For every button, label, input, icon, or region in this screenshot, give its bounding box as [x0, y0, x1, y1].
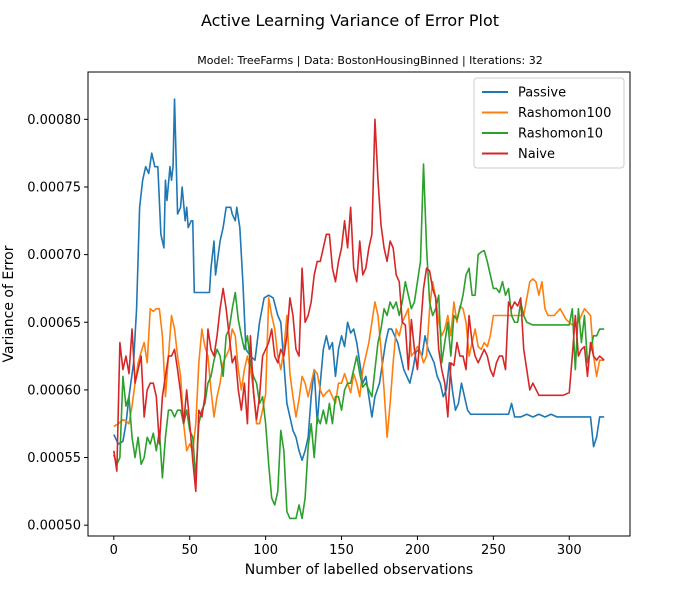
plot-frame [87, 71, 631, 537]
y-tick-label: 0.00055 [27, 451, 81, 466]
y-tick-label: 0.00070 [27, 248, 81, 263]
chart-title: Active Learning Variance of Error Plot [201, 11, 499, 30]
series-line-passive [113, 98, 605, 462]
y-tick-label: 0.00065 [27, 316, 81, 331]
x-tick-label: 150 [329, 543, 354, 558]
series-line-naive [113, 118, 605, 493]
y-tick-label: 0.00060 [27, 383, 81, 398]
series-line-rashomon10 [113, 163, 605, 520]
x-tick-label: 50 [181, 543, 198, 558]
legend-label: Rashomon100 [518, 106, 611, 121]
y-tick-label: 0.00050 [27, 519, 81, 534]
x-tick-label: 100 [253, 543, 278, 558]
legend-label: Rashomon10 [518, 127, 603, 142]
x-tick-label: 300 [557, 543, 582, 558]
legend-label: Passive [518, 86, 566, 101]
x-axis-title: Number of labelled observations [245, 562, 473, 578]
y-tick-label: 0.00080 [27, 113, 81, 128]
y-axis-title: Variance of Error [1, 245, 17, 362]
x-axis: 0 50 100 150 200 250 300 [110, 536, 582, 558]
series-line-rashomon100 [113, 278, 605, 452]
legend-box [473, 77, 625, 169]
chart-subtitle: Model: TreeFarms | Data: BostonHousingBi… [197, 54, 542, 67]
legend-label: Naive [518, 147, 555, 162]
x-tick-label: 0 [110, 543, 118, 558]
legend: Passive Rashomon100 Rashomon10 Naive [473, 77, 625, 169]
x-tick-label: 200 [405, 543, 430, 558]
series-layer [113, 98, 605, 520]
x-tick-label: 250 [481, 543, 506, 558]
y-tick-label: 0.00075 [27, 180, 81, 195]
y-axis: 0.00050 0.00055 0.00060 0.00065 0.00070 0.000… [27, 113, 88, 534]
